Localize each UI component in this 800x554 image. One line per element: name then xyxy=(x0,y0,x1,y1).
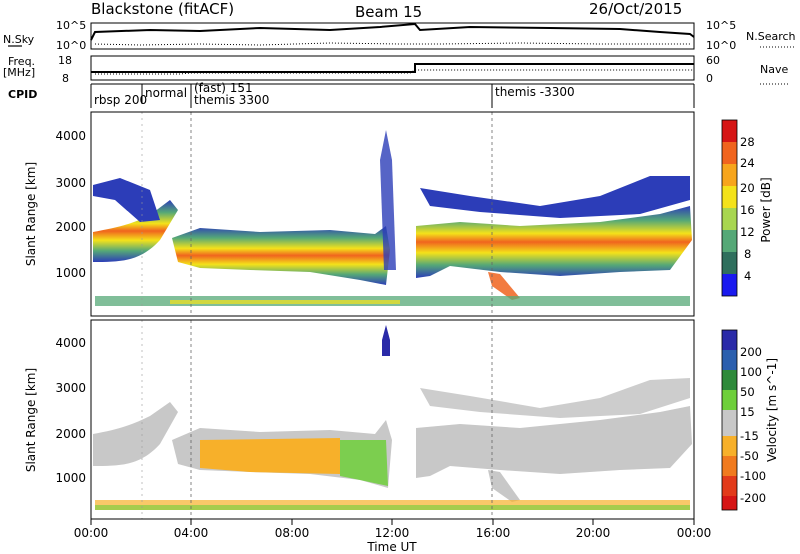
power-panel xyxy=(90,111,695,317)
power-cb-12: 12 xyxy=(740,225,755,239)
velocity-tail xyxy=(488,470,520,502)
nave-tick-bottom: 0 xyxy=(706,72,713,85)
power-band-late xyxy=(416,206,692,278)
x-axis xyxy=(90,519,695,525)
velocity-ytick-3000: 3000 xyxy=(55,381,86,395)
power-cb-20: 20 xyxy=(740,181,755,195)
velocity-cb-50: 50 xyxy=(740,385,755,399)
nave-tick-top: 60 xyxy=(706,54,720,67)
velocity-cb-neg200: -200 xyxy=(740,491,766,505)
freq-label-line1: Freq. xyxy=(8,55,35,68)
xtick-0000: 00:00 xyxy=(74,526,109,540)
nsearch-label: N.Search xyxy=(746,30,796,43)
velocity-cb-200: 200 xyxy=(740,345,762,359)
power-cb-8: 8 xyxy=(744,247,751,261)
freq-trace xyxy=(91,63,694,73)
power-cb-label: Power [dB] xyxy=(759,177,773,242)
velocity-ytick-4000: 4000 xyxy=(55,336,86,350)
power-ylabel: Slant Range [km] xyxy=(24,162,38,266)
xtick-0000-end: 00:00 xyxy=(677,526,712,540)
nsky-tick-bottom: 10^0 xyxy=(56,39,86,52)
xtick-1200: 12:00 xyxy=(375,526,410,540)
power-cb-4: 4 xyxy=(744,269,751,283)
xtick-2000: 20:00 xyxy=(576,526,611,540)
beam-title: Beam 15 xyxy=(355,3,422,21)
power-band-mid xyxy=(172,226,390,285)
power-cb-24: 24 xyxy=(740,156,755,170)
x-axis-label: Time UT xyxy=(366,540,417,554)
velocity-colorbar xyxy=(721,329,738,511)
power-upper-early xyxy=(93,178,160,222)
nsearch-tick-bottom: 10^0 xyxy=(706,39,736,52)
power-cb-16: 16 xyxy=(740,203,755,217)
cpid-themis-3300: themis 3300 xyxy=(194,93,269,107)
date-title: 26/Oct/2015 xyxy=(589,0,682,18)
velocity-cb-neg15: -15 xyxy=(740,429,759,443)
velocity-panel xyxy=(90,319,695,520)
cpid-normal: normal xyxy=(145,86,187,100)
xtick-0400: 04:00 xyxy=(174,526,209,540)
xtick-0800: 08:00 xyxy=(275,526,310,540)
velocity-band-early xyxy=(93,402,178,466)
velocity-ytick-2000: 2000 xyxy=(55,427,86,441)
power-yticks: 1000 2000 3000 4000 xyxy=(55,129,86,280)
cpid-label: CPID xyxy=(8,88,37,101)
freq-nave-panel xyxy=(90,55,695,81)
velocity-cb-neg100: -100 xyxy=(740,469,766,483)
nsky-trace xyxy=(90,22,695,41)
velocity-yticks: 1000 2000 3000 4000 xyxy=(55,336,86,485)
cpid-themis-neg-3300: themis -3300 xyxy=(495,85,575,99)
velocity-band-orange xyxy=(200,438,340,474)
nave-label: Nave xyxy=(760,63,788,76)
power-cb-28: 28 xyxy=(740,135,755,149)
velocity-cb-15: 15 xyxy=(740,405,755,419)
nsky-panel xyxy=(90,22,695,50)
xtick-1600: 16:00 xyxy=(476,526,511,540)
power-ytick-4000: 4000 xyxy=(55,129,86,143)
cpid-fast: (fast) 151 xyxy=(194,81,253,95)
velocity-cb-neg50: -50 xyxy=(740,449,759,463)
nsky-tick-top: 10^5 xyxy=(56,19,86,32)
velocity-noon-spike xyxy=(382,325,390,356)
power-ytick-3000: 3000 xyxy=(55,176,86,190)
power-upper-late xyxy=(420,176,690,218)
freq-label-line2: [MHz] xyxy=(3,66,35,79)
cpid-rbsp: rbsp 200 xyxy=(94,93,147,107)
velocity-ytick-1000: 1000 xyxy=(55,471,86,485)
power-ytick-2000: 2000 xyxy=(55,220,86,234)
power-colorbar xyxy=(721,119,738,297)
freq-tick-top: 18 xyxy=(58,54,72,67)
nsearch-trace xyxy=(94,42,690,46)
velocity-cb-100: 100 xyxy=(740,365,762,379)
nsearch-tick-top: 10^5 xyxy=(706,19,736,32)
freq-tick-bottom: 8 xyxy=(62,72,69,85)
station-title: Blackstone (fitACF) xyxy=(91,0,234,18)
velocity-band-late xyxy=(416,406,692,478)
velocity-ylabel: Slant Range [km] xyxy=(24,368,38,472)
velocity-band-green xyxy=(340,440,388,486)
power-noon-spike xyxy=(380,130,396,270)
power-tail xyxy=(488,272,520,300)
nsky-label: N.Sky xyxy=(3,33,35,46)
velocity-upper-late xyxy=(420,378,690,418)
velocity-cb-label: Velocity [m s^-1] xyxy=(765,358,779,462)
power-ytick-1000: 1000 xyxy=(55,266,86,280)
